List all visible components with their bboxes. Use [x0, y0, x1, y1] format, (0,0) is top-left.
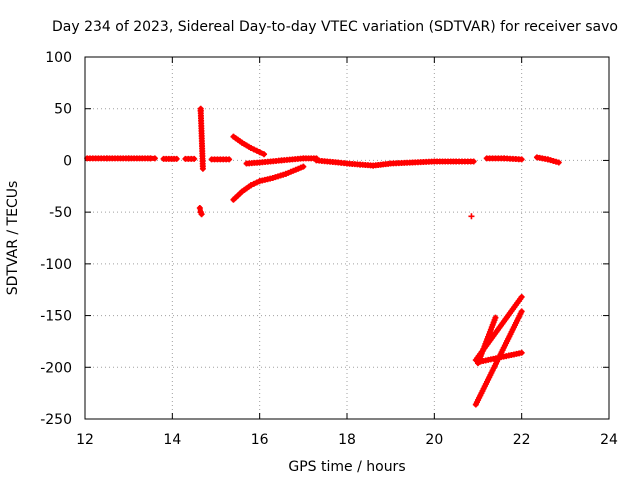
data-point	[492, 314, 499, 321]
x-tick-label: 16	[251, 432, 269, 448]
x-tick-label: 18	[338, 432, 356, 448]
data-point	[173, 155, 180, 162]
data-point	[300, 163, 307, 170]
y-tick-label: -200	[40, 360, 72, 376]
y-tick-labels: -250 -200 -150 -100 -50 0 50 100	[40, 50, 72, 428]
x-axis-label: GPS time / hours	[288, 459, 405, 475]
x-tick-label: 20	[425, 432, 443, 448]
y-tick-label: 100	[45, 50, 72, 66]
data-point	[518, 349, 525, 356]
data-point	[191, 155, 198, 162]
y-tick-label: -100	[40, 257, 72, 273]
data-point	[518, 293, 525, 300]
y-axis-label: SDTVAR / TECUs	[5, 181, 21, 296]
y-tick-label: 50	[54, 102, 72, 118]
data-point	[261, 151, 268, 158]
data-point	[518, 308, 525, 315]
plot-frame	[84, 56, 610, 420]
x-tick-labels: 12 14 16 18 20 22 24	[76, 432, 618, 448]
data-point	[199, 165, 206, 172]
data-point	[555, 159, 562, 166]
y-tick-label: -250	[40, 412, 72, 428]
data-point	[470, 158, 477, 165]
data-series	[84, 105, 562, 408]
data-point	[198, 211, 205, 218]
y-tick-label: -50	[49, 205, 72, 221]
y-tick-label: 0	[63, 153, 72, 169]
x-tick-label: 24	[600, 432, 618, 448]
grid-lines	[84, 56, 610, 420]
data-point	[151, 155, 158, 162]
y-tick-label: -150	[40, 309, 72, 325]
data-point	[226, 156, 233, 163]
data-point	[518, 156, 525, 163]
chart-title: Day 234 of 2023, Sidereal Day-to-day VTE…	[52, 19, 618, 35]
data-point	[256, 149, 263, 156]
data-point	[196, 205, 203, 212]
x-tick-label: 12	[76, 432, 94, 448]
x-tick-label: 14	[163, 432, 181, 448]
x-tick-label: 22	[513, 432, 531, 448]
data-point	[468, 213, 475, 220]
